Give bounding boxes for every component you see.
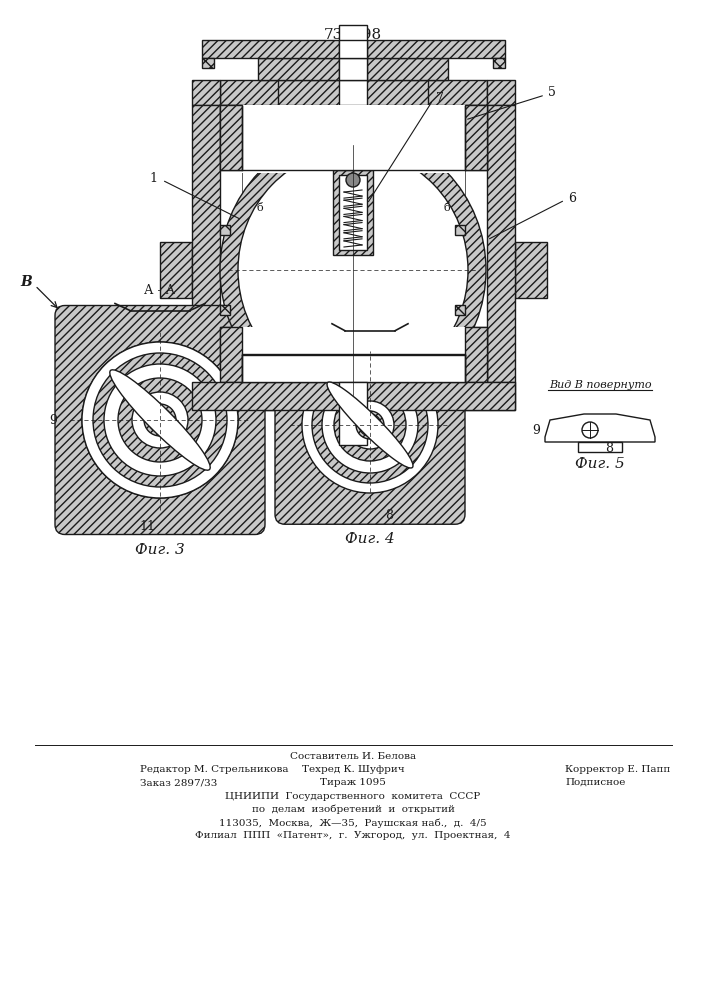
Bar bbox=[339, 40, 367, 58]
Bar bbox=[487, 105, 515, 382]
Bar bbox=[339, 25, 367, 80]
Bar bbox=[202, 58, 214, 68]
Circle shape bbox=[148, 408, 172, 432]
Bar bbox=[220, 105, 242, 170]
FancyBboxPatch shape bbox=[55, 306, 265, 534]
Circle shape bbox=[118, 378, 202, 462]
Circle shape bbox=[322, 377, 418, 473]
Circle shape bbox=[82, 342, 238, 498]
Circle shape bbox=[359, 414, 381, 436]
Ellipse shape bbox=[327, 382, 413, 468]
Circle shape bbox=[346, 173, 360, 187]
Text: Фиг. 2: Фиг. 2 bbox=[328, 453, 378, 467]
Bar bbox=[493, 58, 505, 68]
Text: б: б bbox=[257, 203, 264, 213]
Polygon shape bbox=[578, 442, 622, 452]
Bar bbox=[339, 58, 367, 80]
Bar bbox=[220, 225, 230, 235]
Bar bbox=[242, 354, 465, 382]
Bar bbox=[487, 80, 515, 105]
Bar bbox=[333, 170, 373, 255]
Bar bbox=[192, 382, 515, 410]
Circle shape bbox=[302, 357, 438, 493]
Circle shape bbox=[334, 389, 406, 461]
Text: 8: 8 bbox=[605, 442, 613, 454]
Text: 7: 7 bbox=[436, 92, 444, 104]
Circle shape bbox=[93, 353, 227, 487]
Text: Тираж 1095: Тираж 1095 bbox=[320, 778, 386, 787]
Text: Вид В повернуто: Вид В повернуто bbox=[549, 380, 651, 390]
Bar bbox=[192, 80, 220, 105]
Ellipse shape bbox=[220, 132, 486, 408]
Ellipse shape bbox=[110, 370, 210, 470]
Text: А - А: А - А bbox=[144, 284, 175, 298]
Text: В: В bbox=[21, 275, 32, 290]
Bar bbox=[339, 175, 367, 250]
Circle shape bbox=[82, 342, 238, 498]
Text: Техред К. Шуфрич: Техред К. Шуфрич bbox=[302, 765, 404, 774]
Text: Составитель И. Белова: Составитель И. Белова bbox=[290, 752, 416, 761]
Text: Фиг. 5: Фиг. 5 bbox=[575, 457, 625, 471]
Bar bbox=[339, 382, 367, 445]
Text: 1: 1 bbox=[149, 172, 157, 184]
Bar bbox=[242, 105, 465, 170]
Text: 9: 9 bbox=[49, 414, 57, 426]
Text: Подписное: Подписное bbox=[565, 778, 626, 787]
Text: Фиг. 4: Фиг. 4 bbox=[345, 532, 395, 546]
Bar bbox=[242, 105, 465, 173]
Bar bbox=[192, 382, 515, 410]
Bar bbox=[242, 327, 465, 382]
Circle shape bbox=[104, 364, 216, 476]
Bar bbox=[220, 105, 242, 170]
Bar bbox=[192, 105, 220, 382]
Ellipse shape bbox=[238, 150, 468, 390]
Bar bbox=[220, 327, 242, 382]
Circle shape bbox=[582, 422, 598, 438]
Text: 6: 6 bbox=[568, 192, 576, 205]
Bar bbox=[465, 105, 487, 170]
Circle shape bbox=[82, 342, 238, 498]
Bar bbox=[220, 327, 242, 382]
Text: Редактор М. Стрельникова: Редактор М. Стрельникова bbox=[140, 765, 288, 774]
Bar bbox=[160, 242, 192, 298]
Bar bbox=[455, 225, 465, 235]
Circle shape bbox=[132, 392, 188, 448]
Text: по  делам  изобретений  и  открытий: по делам изобретений и открытий bbox=[252, 805, 455, 814]
Bar bbox=[220, 80, 487, 105]
Text: 113035,  Москва,  Ж—35,  Раушская наб.,  д.  4/5: 113035, Москва, Ж—35, Раушская наб., д. … bbox=[219, 818, 487, 828]
Bar bbox=[202, 40, 505, 58]
FancyBboxPatch shape bbox=[275, 326, 465, 524]
Bar bbox=[455, 305, 465, 315]
Text: Корректор Е. Папп: Корректор Е. Папп bbox=[565, 765, 670, 774]
Bar bbox=[220, 305, 230, 315]
Circle shape bbox=[346, 401, 394, 449]
Bar bbox=[339, 80, 367, 105]
Text: 739298: 739298 bbox=[324, 28, 382, 42]
Text: Филиал  ППП  «Патент»,  г.  Ужгород,  ул.  Проектная,  4: Филиал ППП «Патент», г. Ужгород, ул. Про… bbox=[195, 831, 510, 840]
Bar bbox=[465, 327, 487, 382]
Bar bbox=[465, 105, 487, 170]
Bar bbox=[465, 327, 487, 382]
Bar bbox=[242, 105, 465, 382]
Text: 11: 11 bbox=[139, 520, 155, 532]
Bar bbox=[258, 58, 448, 80]
Text: 8: 8 bbox=[385, 509, 393, 522]
Bar bbox=[515, 242, 547, 298]
Text: Б-Б: Б-Б bbox=[358, 305, 381, 318]
Circle shape bbox=[312, 367, 428, 483]
Text: Фиг. 3: Фиг. 3 bbox=[135, 542, 185, 556]
Text: ЦНИИПИ  Государственного  комитета  СССР: ЦНИИПИ Государственного комитета СССР bbox=[226, 792, 481, 801]
Circle shape bbox=[144, 404, 176, 436]
Bar bbox=[278, 80, 428, 105]
Text: б: б bbox=[443, 203, 450, 213]
Text: 5: 5 bbox=[548, 87, 556, 100]
Text: Заказ 2897/33: Заказ 2897/33 bbox=[140, 778, 217, 787]
Text: 9: 9 bbox=[532, 424, 540, 436]
Circle shape bbox=[356, 411, 384, 439]
Polygon shape bbox=[545, 414, 655, 442]
